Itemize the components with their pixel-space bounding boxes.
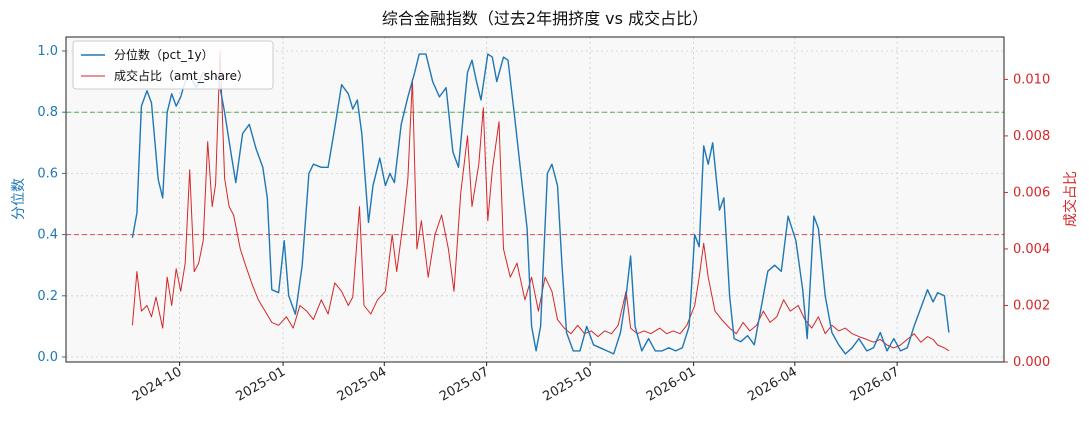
left-tick-label: 0.4: [37, 228, 58, 243]
right-tick-label: 0.000: [1013, 355, 1050, 370]
left-tick-label: 0.0: [37, 350, 58, 365]
legend-box: [72, 40, 274, 90]
left-axis-label: 分位数: [11, 178, 27, 220]
legend-label-pct: 分位数（pct_1y）: [114, 47, 214, 62]
plot-frame: [65, 36, 1005, 363]
legend: 分位数（pct_1y） 成交占比（amt_share）: [72, 40, 274, 90]
right-tick-label: 0.008: [1013, 129, 1050, 144]
left-axis-ticks: 0.0 0.2 0.4 0.6 0.8 1.0: [37, 44, 66, 365]
series-line-amt-share: [131, 50, 950, 352]
chart-title: 综合金融指数（过去2年拥挤度 vs 成交占比）: [382, 9, 708, 28]
left-tick-label: 0.8: [37, 105, 58, 120]
right-tick-label: 0.002: [1013, 298, 1050, 313]
series-layer: [131, 50, 950, 355]
plot-area: [66, 37, 1004, 362]
right-axis-label: 成交占比: [1062, 171, 1079, 227]
series-line-pct: [131, 53, 950, 355]
right-tick-label: 0.004: [1013, 242, 1050, 257]
right-tick-label: 0.010: [1013, 72, 1050, 87]
right-axis-ticks: 0.000 0.002 0.004 0.006 0.008 0.010: [1004, 72, 1050, 370]
left-tick-label: 1.0: [37, 44, 58, 59]
left-tick-label: 0.2: [37, 289, 58, 304]
legend-label-share: 成交占比（amt_share）: [114, 68, 249, 83]
left-tick-label: 0.6: [37, 166, 58, 181]
right-tick-label: 0.006: [1013, 185, 1050, 200]
